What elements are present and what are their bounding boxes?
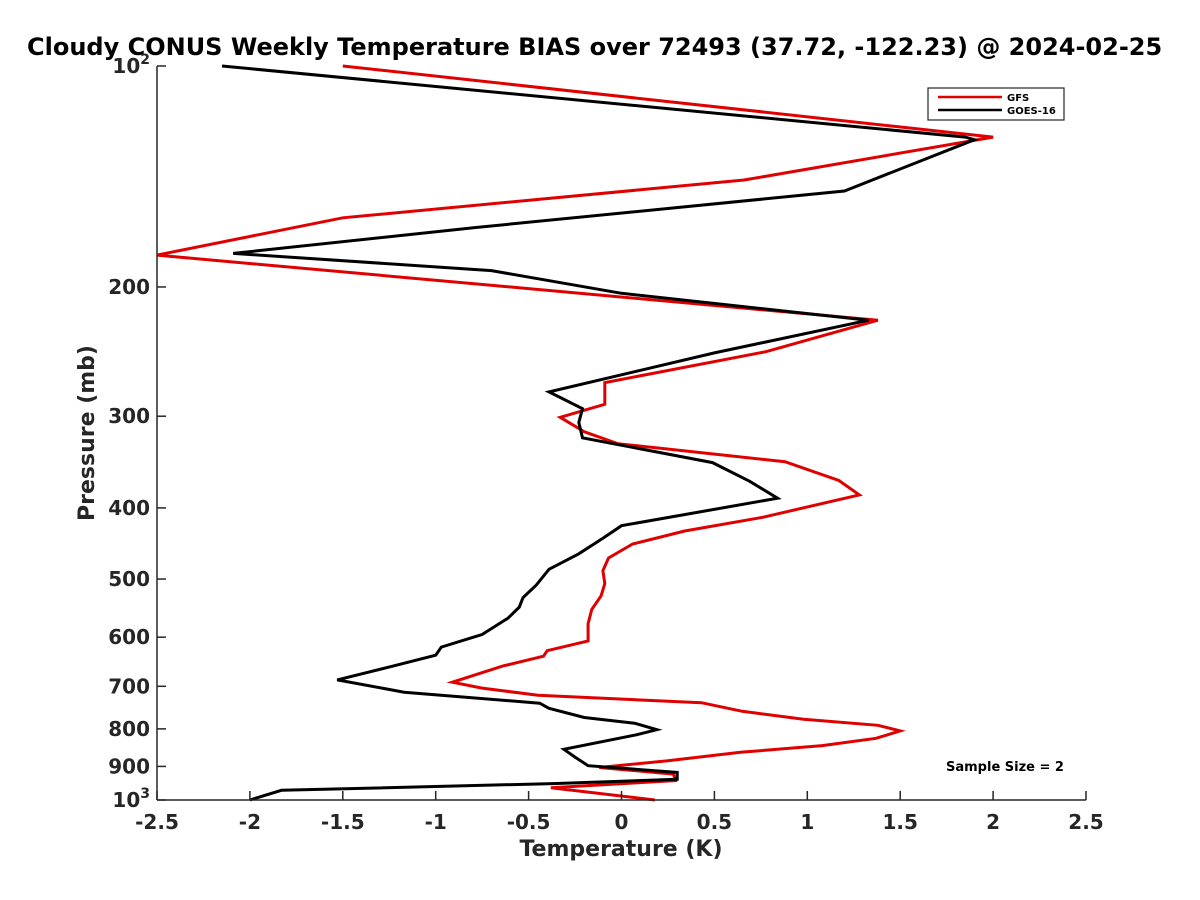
x-tick-label: -2.5 [135,810,179,834]
y-tick-label: 600 [108,625,150,649]
x-tick-label: -1 [425,810,447,834]
x-tick-label: 1.5 [882,810,917,834]
x-tick-label: 1 [800,810,814,834]
y-tick-label: 102 [112,52,150,78]
x-tick-label: 2.5 [1068,810,1103,834]
y-tick-label: 700 [108,674,150,698]
x-tick-label: 0 [615,810,629,834]
x-tick-label: -0.5 [507,810,551,834]
x-ticks: -2.5 -2 -1.5 -1 -0.5 0 0.5 1 1.5 2 2.5 [135,791,1104,834]
sample-size-annotation: Sample Size = 2 [946,760,1064,775]
x-axis-label: Temperature (K) [519,837,722,862]
x-tick-label: -2 [239,810,261,834]
chart-title: Cloudy CONUS Weekly Temperature BIAS ove… [27,33,1162,61]
y-tick-label: 800 [108,717,150,741]
x-tick-label: -1.5 [321,810,365,834]
legend-label-goes16: GOES-16 [1007,106,1056,117]
x-tick-label: 0.5 [697,810,732,834]
series-line-gfs [156,64,994,802]
plot-area [157,66,1086,800]
legend-box [927,87,1065,121]
y-axis-label: Pressure (mb) [75,345,100,521]
legend-label-gfs: GFS [1007,93,1029,104]
y-tick-label: 500 [108,567,150,591]
series-line-goes16 [221,64,980,802]
y-tick-label: 200 [108,275,150,299]
y-tick-label: 103 [112,786,150,812]
y-ticks: 102 200 300 400 500 600 700 800 900 103 [108,52,166,812]
y-tick-label: 400 [108,496,150,520]
y-tick-label: 900 [108,754,150,778]
legend: GFS GOES-16 [927,87,1065,121]
x-tick-label: 2 [986,810,1000,834]
y-tick-label: 300 [108,404,150,428]
series-layer [156,64,994,802]
